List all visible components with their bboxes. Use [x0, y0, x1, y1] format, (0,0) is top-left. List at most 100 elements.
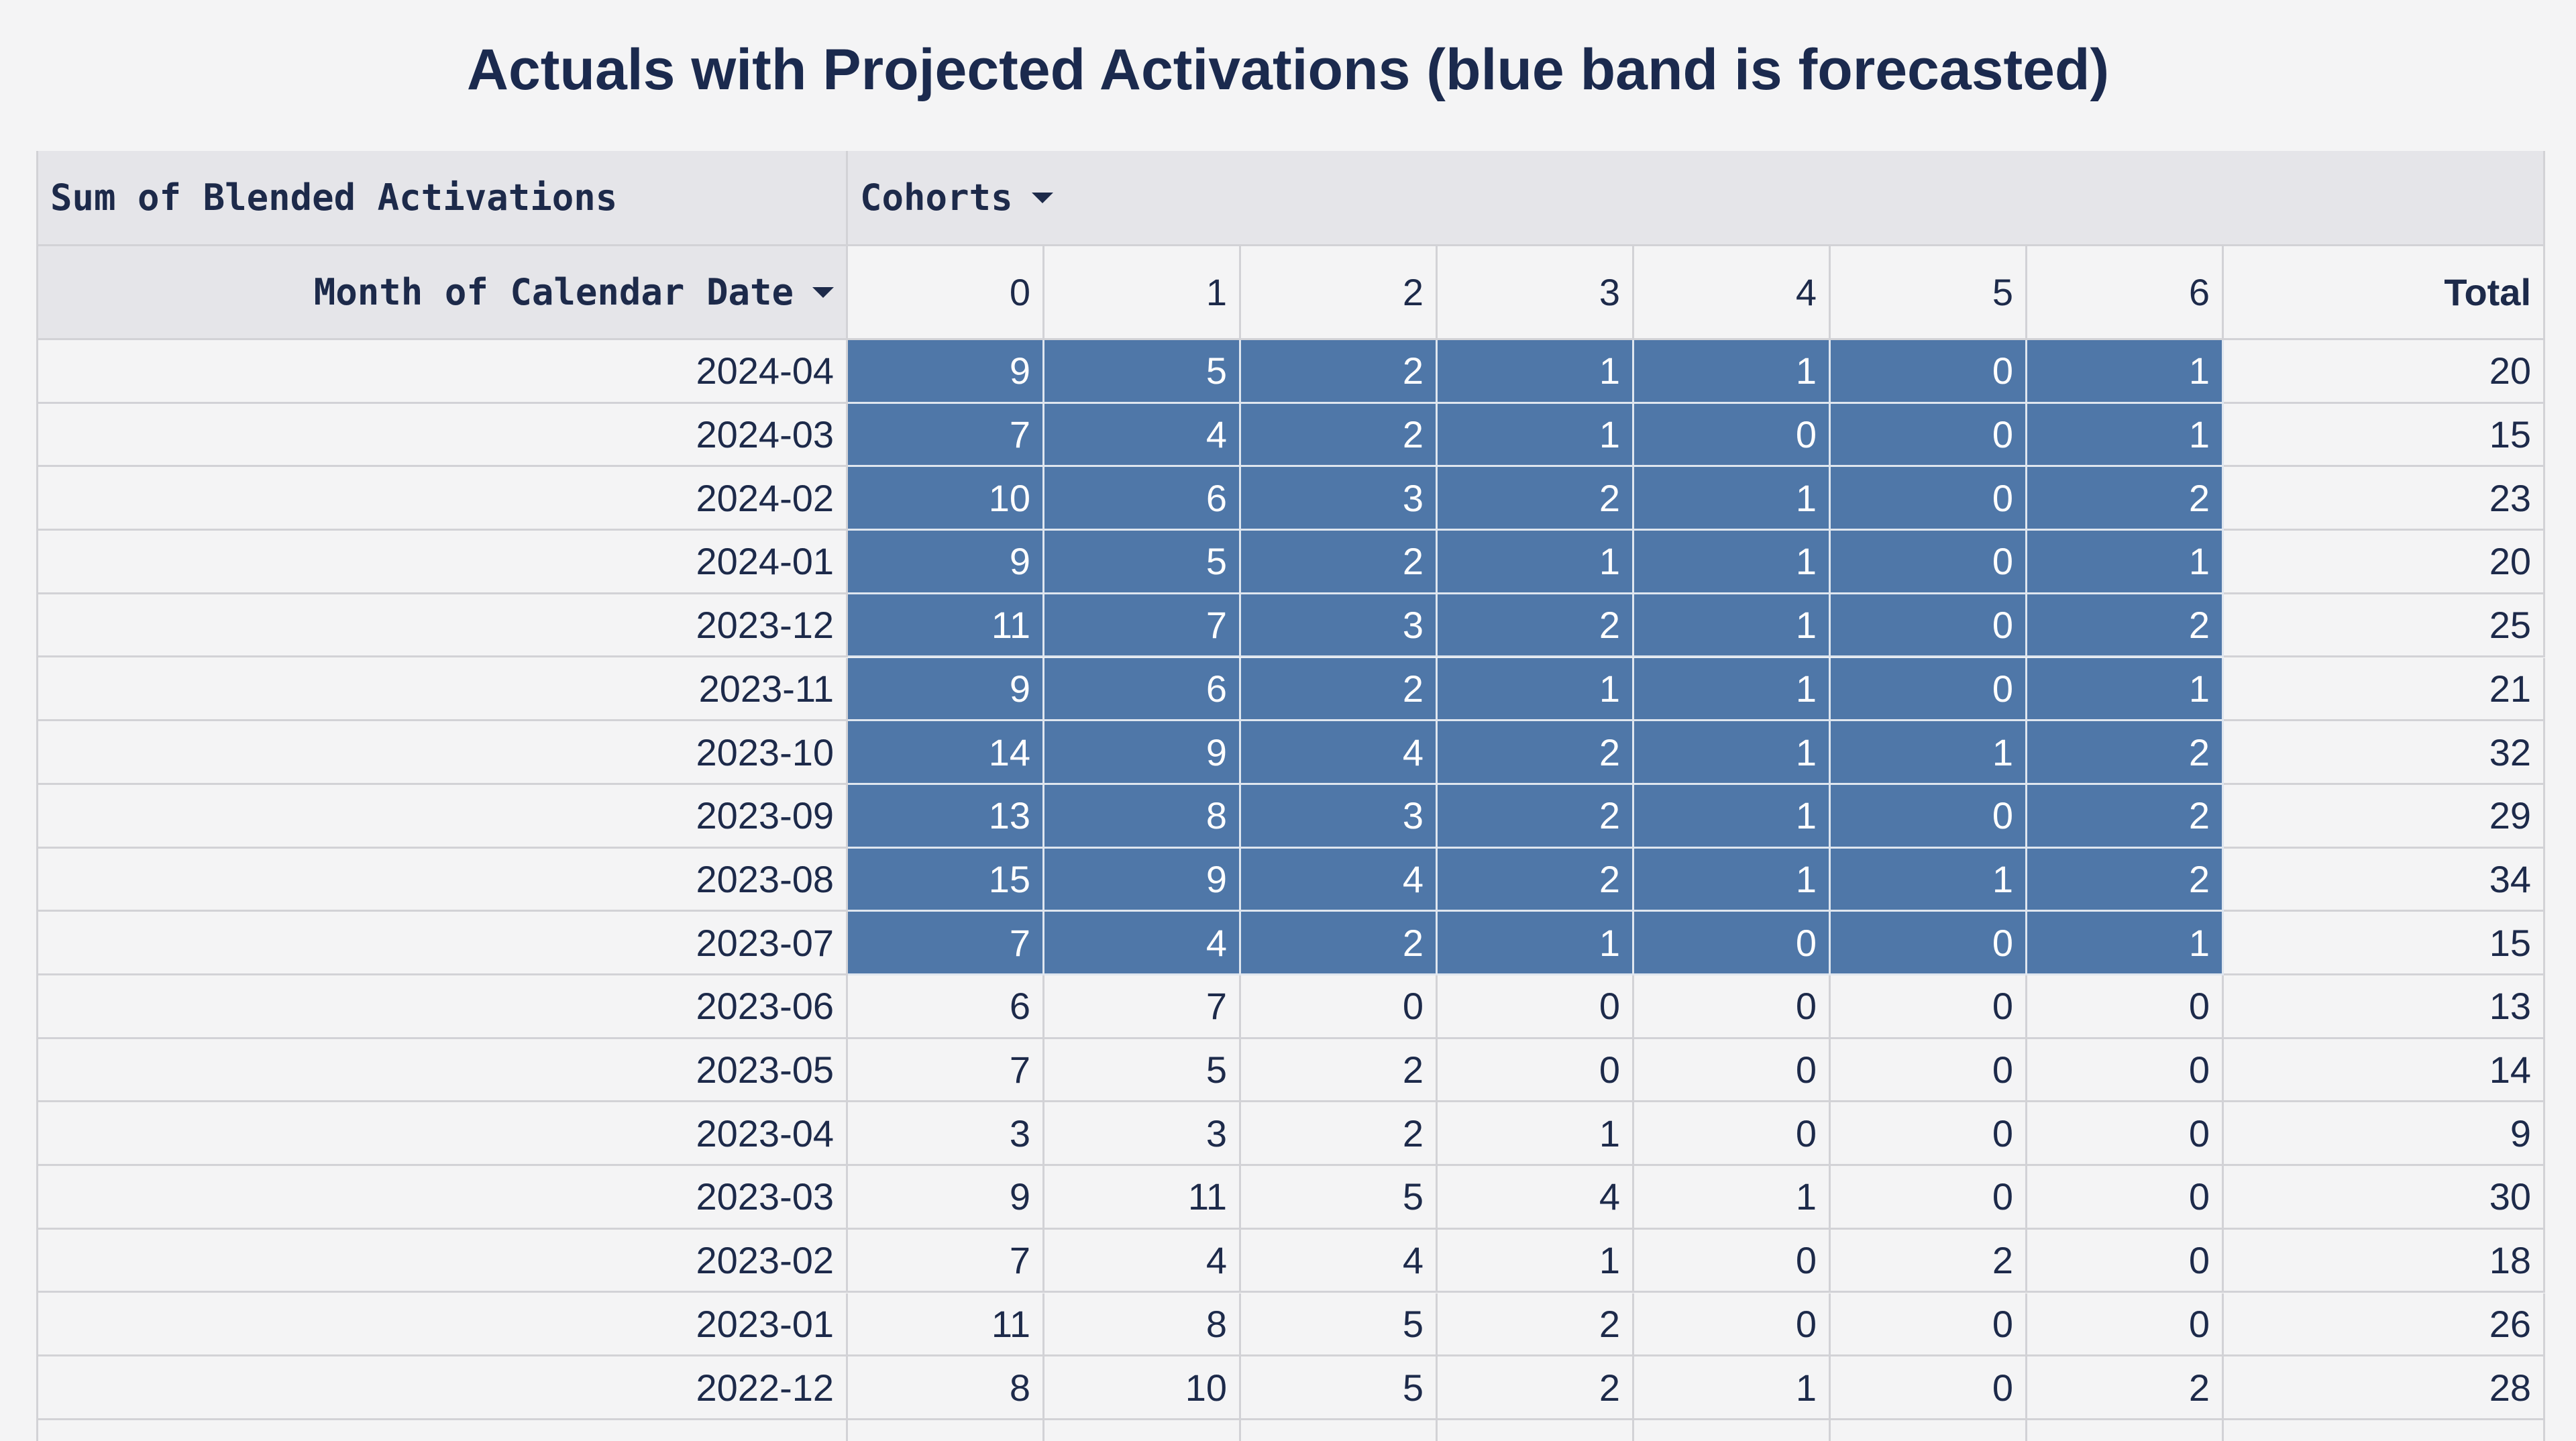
cell-value-text: 2 [1402, 1112, 1424, 1155]
cell-value: 4 [1044, 403, 1241, 468]
cell-value-text: 3 [1009, 1112, 1030, 1155]
row-label: 2024-02 [38, 467, 848, 531]
cell-value: 1 [1438, 912, 1634, 975]
cell-value: 2 [1438, 721, 1634, 785]
cell-value-text: 7 [1009, 1049, 1030, 1091]
dropdown-arrow[interactable] [812, 286, 834, 298]
cell-value-text: 11 [991, 1302, 1030, 1345]
dropdown-arrow[interactable] [1031, 192, 1053, 203]
cell-value-text: 11 [991, 604, 1030, 647]
cell-value: 1 [1438, 1229, 1634, 1293]
cell-value: 1 [1438, 657, 1634, 722]
row-total: 20 [2224, 531, 2545, 594]
cell-value-text: 7 [1009, 1239, 1030, 1282]
row-label-text: 2024-01 [696, 540, 834, 583]
cell-value-text: 2 [1992, 1239, 2013, 1282]
row-label: 2023-07 [38, 912, 848, 975]
cell-value: 5 [1241, 1166, 1438, 1230]
cell-value: 0 [2027, 1166, 2224, 1230]
cell-value-text: 1 [1795, 476, 1817, 519]
cell-value: 1 [1634, 340, 1831, 404]
cell-value-text: 2 [1599, 794, 1620, 837]
cell-value-text: 1 [2188, 667, 2210, 710]
cell-value: 2 [2027, 848, 2224, 912]
cell-value-text: 1 [1795, 604, 1817, 647]
cell-value-text: 0 [1992, 985, 2013, 1028]
cell-value: 15 [848, 848, 1044, 912]
cell-value: 10 [848, 467, 1044, 531]
cell-value: 1 [1634, 784, 1831, 849]
row-total-text: 21 [2489, 667, 2531, 710]
cell-value: 5 [1241, 1293, 1438, 1357]
row-label-text: 2023-11 [698, 667, 834, 710]
row-total: 28 [2224, 1356, 2545, 1420]
cell-value: 6 [1044, 467, 1241, 531]
cell-value-text: 0 [1795, 985, 1817, 1028]
cell-value: 2 [1831, 1229, 2027, 1293]
column-header: 5 [1831, 246, 2027, 340]
cell-value-text: 2 [1402, 1049, 1424, 1091]
cell-value: 1 [1634, 721, 1831, 785]
cell-value-text: 0 [1992, 1112, 2013, 1155]
column-header-text: 3 [1599, 271, 1620, 313]
row-total: 25 [2224, 594, 2545, 658]
cell-value-text: 7 [1205, 985, 1227, 1028]
cell-value-text: 2 [1599, 1302, 1620, 1345]
cell-value: 7 [1044, 594, 1241, 658]
cell-value-text: 5 [1402, 1302, 1424, 1345]
cell-value-text: 1 [1599, 350, 1620, 392]
row-label-text: 2023-07 [696, 921, 834, 964]
cell-value-text: 1 [2188, 350, 2210, 392]
cell-value: 4 [1438, 1166, 1634, 1230]
row-label: 2023-04 [38, 1102, 848, 1167]
column-header-text: 5 [1992, 271, 2013, 313]
cell-value-text: 9 [1205, 731, 1227, 773]
cell-value-text: 2 [1402, 540, 1424, 583]
cell-value-text: 1 [1599, 667, 1620, 710]
cell-value-text: 0 [2188, 1175, 2210, 1218]
cell-value: 4 [1044, 1229, 1241, 1293]
cell-value-text: 15 [988, 857, 1030, 900]
row-total-text: 34 [2489, 857, 2531, 900]
cell-value-text: 9 [1009, 540, 1030, 583]
row-total: 29 [2224, 784, 2545, 849]
cell-value-text: 7 [1009, 921, 1030, 964]
cell-value: 0 [1831, 784, 2027, 849]
row-total: 26 [2224, 1293, 2545, 1357]
cell-value-text: 1 [1795, 1366, 1817, 1409]
cell-value: 2 [1438, 784, 1634, 849]
cell-value-text: 0 [1795, 921, 1817, 964]
cell-value: 2 [1438, 1356, 1634, 1420]
cell-value: 0 [1831, 1102, 2027, 1167]
column-header-text: 0 [1009, 271, 1030, 313]
cell-value-text: 0 [1992, 604, 2013, 647]
cell-value: 3 [1241, 467, 1438, 531]
cell-value: 0 [1634, 1293, 1831, 1357]
row-label: 2023-09 [38, 784, 848, 849]
row-total-text: 30 [2489, 1175, 2531, 1218]
cell-value: 3 [1044, 1102, 1241, 1167]
row-total-text: 28 [2489, 1366, 2531, 1409]
column-header: 4 [1634, 246, 1831, 340]
row-label: 2023-01 [38, 1293, 848, 1357]
row-label: 2023-08 [38, 848, 848, 912]
cell-value-text: 2 [2188, 857, 2210, 900]
cell-value: 0 [2027, 1102, 2224, 1167]
row-total-text: 29 [2489, 794, 2531, 837]
cell-value-text: 2 [1599, 604, 1620, 647]
cell-value-text: 0 [1992, 1366, 2013, 1409]
cell-value-text: 0 [1795, 1239, 1817, 1282]
row-total: 13 [2224, 975, 2545, 1039]
column-field-header[interactable]: Cohorts [848, 151, 2545, 246]
row-label-text: 2023-05 [696, 1049, 834, 1091]
row-field-header[interactable]: Month of Calendar Date [38, 246, 848, 340]
cell-value: 2 [1241, 403, 1438, 468]
cell-value-text: 9 [1205, 857, 1227, 900]
cell-value-text: 2 [2188, 731, 2210, 773]
cell-value: 0 [1438, 975, 1634, 1039]
row-total: 21 [2224, 657, 2545, 722]
cell-value: 2 [2027, 594, 2224, 658]
row-total-text: 32 [2489, 731, 2531, 773]
column-header: 2 [1241, 246, 1438, 340]
cell-value-text: 2 [1599, 731, 1620, 773]
